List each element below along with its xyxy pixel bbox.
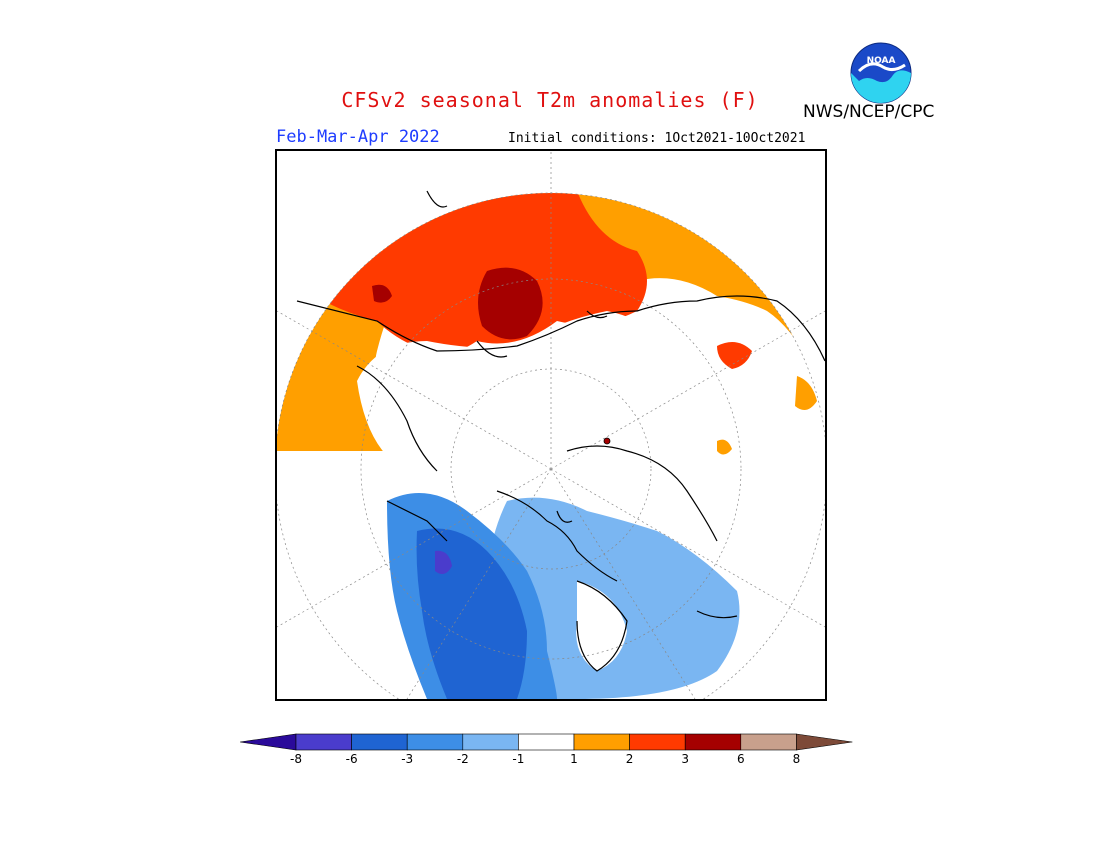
legend-bin [573, 733, 630, 751]
polar-map [275, 149, 827, 701]
anomaly-purple-spot [435, 550, 452, 575]
anomaly-lightblue-greenland [617, 591, 720, 667]
legend-bin [629, 733, 686, 751]
forecast-period: Feb-Mar-Apr 2022 [276, 127, 440, 147]
legend-bin [295, 733, 352, 751]
anomaly-neutral-hudson [576, 581, 627, 671]
legend-bin [406, 733, 464, 751]
coastlines [296, 190, 825, 672]
color-legend [239, 730, 862, 758]
legend-bin-low-arrow [239, 733, 297, 751]
legend-tick-label: -1 [512, 752, 525, 766]
initial-conditions: Initial conditions: 1Oct2021-10Oct2021 [508, 131, 806, 146]
legend-tick-label: 6 [736, 752, 745, 766]
agency-label: NWS/NCEP/CPC [803, 102, 935, 122]
legend-bin [684, 733, 742, 751]
legend-tick-label: -6 [345, 752, 358, 766]
legend-bin [462, 733, 519, 751]
map-title: CFSv2 seasonal T2m anomalies (F) [341, 88, 759, 112]
legend-tick-label: 1 [570, 752, 578, 766]
legend-tick-label: -3 [401, 752, 414, 766]
legend-bin-high-arrow [796, 733, 853, 751]
anomaly-darkred-siberia [478, 267, 543, 340]
anomaly-red-north [577, 193, 677, 196]
legend-tick-label: -8 [290, 752, 302, 766]
legend-tick-label: 2 [625, 752, 634, 766]
north-pole-marker [603, 437, 611, 445]
noaa-logo-text: NOAA [867, 56, 896, 66]
anomaly-red-asia-patch [717, 342, 752, 369]
legend-bin [518, 733, 575, 751]
legend-bin [351, 733, 408, 751]
legend-tick-label: -2 [456, 752, 469, 766]
anomaly-orange-patch-2 [717, 439, 732, 455]
anomaly-darkred-small [372, 284, 392, 303]
anomaly-orange-patch-1 [795, 376, 817, 410]
noaa-logo: NOAA [849, 41, 913, 109]
graticule [277, 151, 825, 699]
anomaly-red-east [785, 281, 825, 381]
legend-bin [740, 733, 797, 751]
legend-tick-label: 8 [792, 752, 801, 766]
legend-tick-label: 3 [681, 752, 690, 766]
